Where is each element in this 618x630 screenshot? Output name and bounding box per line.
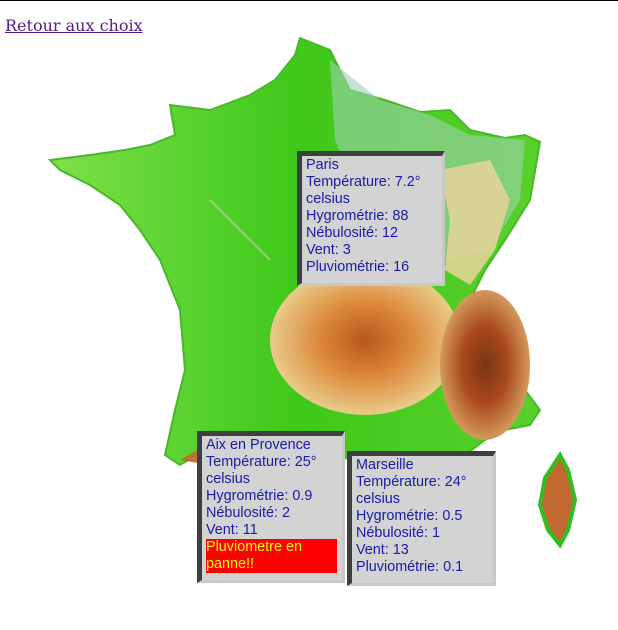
station-name: Marseille [356,457,414,473]
rainfall-reading: Pluviométrie: 16 [306,259,410,275]
corsica-island [537,451,578,549]
station-card-aix-en-provence: Aix en Provence Température: 25° celsius… [197,431,345,583]
hygrometry-reading: Hygrométrie: 0.5 [356,508,463,524]
station-card-marseille: Marseille Température: 24° celsius Hygro… [347,451,496,586]
wind-reading: Vent: 11 [206,522,258,538]
rain-gauge-failure-alert: Pluviometre en panne!! [206,539,337,573]
temperature-reading: Température: 7.2° celsius [306,174,421,207]
hygrometry-reading: Hygrométrie: 0.9 [206,488,313,504]
top-divider [0,0,618,1]
hygrometry-reading: Hygrométrie: 88 [306,208,409,224]
station-card-paris: Paris Température: 7.2° celsius Hygromét… [297,151,445,286]
rainfall-reading: Pluviométrie: 0.1 [356,559,464,575]
temperature-reading: Température: 24° celsius [356,474,467,507]
cloudiness-reading: Nébulosité: 12 [306,225,399,241]
back-to-choices-link[interactable]: Retour aux choix [5,16,143,35]
cloudiness-reading: Nébulosité: 1 [356,525,440,541]
station-name: Paris [306,157,339,173]
cloudiness-reading: Nébulosité: 2 [206,505,290,521]
wind-reading: Vent: 3 [306,242,351,258]
station-name: Aix en Provence [206,437,311,453]
wind-reading: Vent: 13 [356,542,409,558]
temperature-reading: Température: 25° celsius [206,454,317,487]
